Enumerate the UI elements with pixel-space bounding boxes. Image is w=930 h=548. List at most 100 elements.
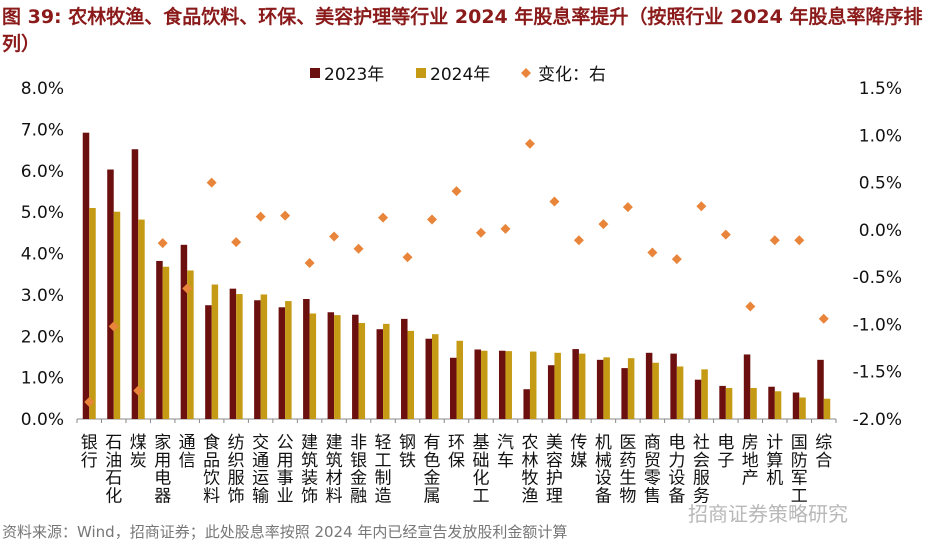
change-point-25	[671, 254, 682, 265]
y-right-tick-label: -1.0%	[853, 315, 902, 335]
bar-2024-17	[480, 350, 488, 419]
bar-2024-3	[138, 219, 145, 419]
legend-label-change: 变化：右	[538, 65, 606, 85]
y-right-tick-label: -1.5%	[853, 363, 902, 383]
bar-2023-10	[303, 299, 310, 419]
change-point-10	[304, 257, 315, 268]
bar-2024-22	[603, 357, 610, 419]
legend-swatch-2024	[416, 68, 426, 78]
bar-2023-9	[278, 307, 286, 419]
x-category-label: 食品饮料	[203, 433, 220, 507]
y-left-tick-label: 7.0%	[21, 120, 64, 140]
x-category-label: 有色金属	[424, 433, 441, 507]
y-right-tick-label: 0.5%	[859, 174, 902, 194]
bar-2024-10	[309, 313, 317, 419]
y-left-tick-label: 5.0%	[21, 203, 64, 223]
change-point-3	[133, 385, 144, 396]
bar-2023-27	[719, 385, 726, 419]
y-left-tick-label: 6.0%	[21, 162, 64, 182]
change-point-22	[598, 219, 609, 230]
figure-title: 图 39: 农林牧渔、食品饮料、环保、美容护理等行业 2024 年股息率提升（按…	[2, 6, 923, 55]
bar-2024-27	[725, 387, 733, 419]
bar-2023-23	[621, 368, 628, 419]
bar-2023-25	[670, 353, 677, 419]
change-point-5	[182, 283, 193, 294]
bar-2023-4	[156, 260, 163, 419]
bar-2024-5	[187, 270, 194, 419]
x-category-label: 石油石化	[105, 433, 122, 507]
change-point-26	[696, 201, 707, 212]
x-category-label: 计算机	[766, 433, 783, 489]
bar-2024-28	[750, 387, 757, 419]
legend-label-2024: 2024年	[430, 65, 490, 85]
bar-2024-4	[162, 266, 170, 419]
bar-2023-11	[327, 312, 335, 419]
x-category-label: 环保	[448, 433, 465, 471]
y-right-tick-label: 1.0%	[859, 126, 902, 146]
bar-2023-31	[817, 359, 824, 419]
change-point-12	[353, 243, 364, 254]
bar-2023-24	[645, 352, 653, 419]
legend-swatch-change	[521, 68, 531, 78]
legend-swatch-2023	[310, 68, 320, 78]
y-left-tick-label: 1.0%	[21, 369, 64, 389]
bar-2024-6	[211, 284, 219, 419]
change-point-2	[108, 321, 119, 332]
y-left-tick-label: 3.0%	[21, 286, 64, 306]
change-point-20	[549, 196, 560, 207]
bar-2024-24	[652, 362, 659, 419]
bar-2024-7	[236, 294, 243, 419]
x-category-label: 纺织服饰	[228, 433, 245, 507]
watermark-text: 招商证券策略研究	[688, 502, 848, 526]
bar-2023-20	[547, 365, 555, 419]
bar-2024-8	[260, 294, 268, 419]
bar-2024-31	[823, 398, 831, 419]
source-note: 资料来源：Wind，招商证券；此处股息率按照 2024 年内已经宣告发放股利金额…	[2, 523, 568, 541]
x-category-label: 钢铁	[399, 433, 416, 471]
bar-2024-16	[456, 340, 463, 419]
x-category-label: 建筑材料	[326, 433, 343, 507]
bar-2024-15	[432, 334, 439, 419]
x-category-label: 公用事业	[277, 433, 294, 507]
bar-2024-14	[407, 330, 415, 419]
x-category-label: 国防军工	[791, 433, 808, 507]
change-point-11	[329, 231, 340, 242]
change-point-19	[524, 138, 535, 149]
bar-2024-26	[701, 369, 708, 419]
bar-2024-25	[676, 366, 684, 419]
change-point-8	[255, 211, 266, 222]
x-category-label: 交通运输	[252, 433, 269, 507]
change-point-29	[769, 235, 780, 246]
change-point-7	[231, 237, 242, 248]
bar-2023-16	[450, 357, 457, 419]
y-right-tick-label: 1.5%	[859, 79, 902, 99]
x-category-label: 房地产	[742, 433, 759, 489]
bar-2023-14	[401, 318, 408, 419]
x-category-label: 综合	[815, 433, 832, 471]
bar-2023-21	[572, 349, 579, 419]
bar-2023-19	[523, 389, 530, 419]
x-category-label: 煤炭	[130, 433, 147, 471]
x-category-label: 社会服务	[693, 433, 710, 507]
change-point-4	[157, 238, 168, 249]
y-right-tick-label: 0.0%	[859, 221, 902, 241]
x-category-label: 家用电器	[154, 433, 171, 507]
x-category-label: 电子	[717, 433, 734, 471]
bar-2023-15	[425, 338, 433, 419]
bar-2024-18	[505, 351, 512, 419]
bar-2023-12	[352, 314, 359, 419]
bar-2023-30	[792, 392, 800, 419]
x-category-label: 机械设备	[595, 433, 612, 507]
x-category-label: 建筑装饰	[301, 433, 318, 507]
x-category-label: 基础化工	[472, 433, 489, 507]
bar-2024-12	[358, 323, 366, 419]
change-point-16	[451, 186, 462, 197]
change-point-17	[475, 227, 486, 238]
y-left-tick-label: 8.0%	[21, 79, 64, 99]
bar-2023-5	[180, 244, 188, 419]
change-point-15	[427, 214, 438, 225]
x-category-label: 电力设备	[668, 433, 685, 507]
bar-2023-22	[596, 359, 604, 419]
bar-2023-13	[376, 329, 384, 419]
